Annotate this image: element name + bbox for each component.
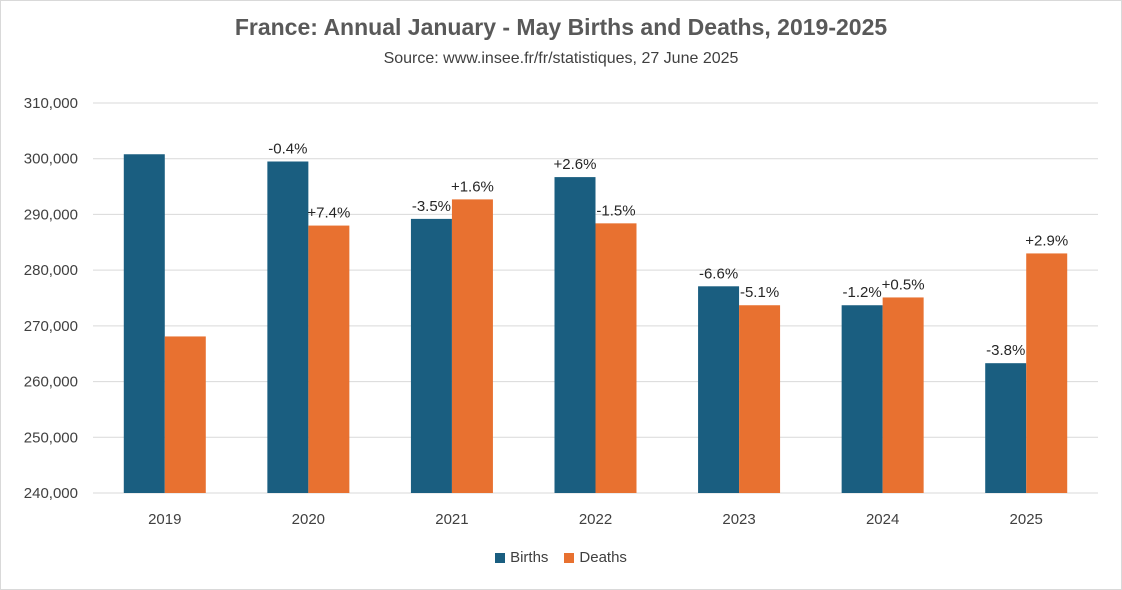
data-label-deaths-2020: +7.4%: [307, 205, 350, 222]
y-tick-label: 300,000: [24, 151, 78, 168]
data-label-births-2024: -1.2%: [843, 284, 882, 301]
data-label-deaths-2022: -1.5%: [596, 202, 635, 219]
legend-label-deaths: Deaths: [579, 549, 627, 566]
y-tick-label: 310,000: [24, 95, 78, 112]
data-label-births-2022: +2.6%: [554, 156, 597, 173]
x-tick-label: 2019: [148, 511, 181, 528]
bar-deaths-2022: [595, 223, 637, 494]
chart-title: France: Annual January - May Births and …: [234, 14, 888, 40]
legend-swatch-births: [495, 552, 506, 563]
bar-births-2021: [410, 218, 452, 493]
chart-subtitle: Source: www.insee.fr/fr/statistiques, 27…: [383, 50, 739, 67]
x-tick-label: 2023: [722, 511, 755, 528]
data-label-births-2023: -6.6%: [699, 265, 738, 282]
bar-births-2019: [123, 154, 165, 493]
data-labels: -0.4% -3.5% +2.6% -6.6% -1.2% -3.8% +7.4% +1.6%…: [268, 141, 1068, 360]
bar-deaths-2019: [164, 336, 206, 493]
data-label-deaths-2025: +2.9%: [1025, 232, 1068, 249]
data-label-deaths-2021: +1.6%: [451, 178, 494, 195]
bar-births-2023: [698, 286, 740, 493]
x-tick-label: 2021: [435, 511, 468, 528]
y-tick-label: 270,000: [24, 318, 78, 335]
bars: [123, 154, 1068, 494]
y-tick-label: 250,000: [24, 429, 78, 446]
bar-births-2024: [841, 305, 883, 493]
y-tick-label: 240,000: [24, 485, 78, 502]
legend-item-births: Births: [495, 549, 548, 566]
data-label-deaths-2023: -5.1%: [740, 284, 779, 301]
bar-deaths-2025: [1026, 253, 1068, 493]
data-label-births-2020: -0.4%: [268, 141, 307, 158]
y-tick-label: 260,000: [24, 374, 78, 391]
data-label-deaths-2024: +0.5%: [882, 276, 925, 293]
bar-births-2022: [554, 177, 596, 493]
x-tick-label: 2020: [292, 511, 325, 528]
x-tick-label: 2025: [1010, 511, 1043, 528]
y-axis-ticks: 240,000 250,000 260,000 270,000 280,000 290,0…: [24, 95, 78, 502]
legend-item-deaths: Deaths: [564, 549, 627, 566]
legend-label-births: Births: [510, 549, 549, 566]
y-tick-label: 280,000: [24, 262, 78, 279]
bar-deaths-2020: [308, 225, 350, 494]
legend-swatch-deaths: [564, 552, 575, 563]
x-axis-ticks: 2019 2020 2021 2022 2023 2024 2025: [148, 511, 1043, 528]
bar-births-2025: [985, 363, 1027, 493]
bar-deaths-2024: [882, 297, 924, 493]
bar-births-2020: [267, 161, 309, 493]
data-label-births-2021: -3.5%: [412, 198, 451, 215]
x-tick-label: 2024: [866, 511, 899, 528]
legend: Births Deaths: [0, 549, 1122, 566]
y-tick-label: 290,000: [24, 206, 78, 223]
x-tick-label: 2022: [579, 511, 612, 528]
bar-deaths-2023: [739, 305, 781, 493]
bar-deaths-2021: [451, 199, 493, 493]
data-label-births-2025: -3.8%: [986, 342, 1025, 359]
